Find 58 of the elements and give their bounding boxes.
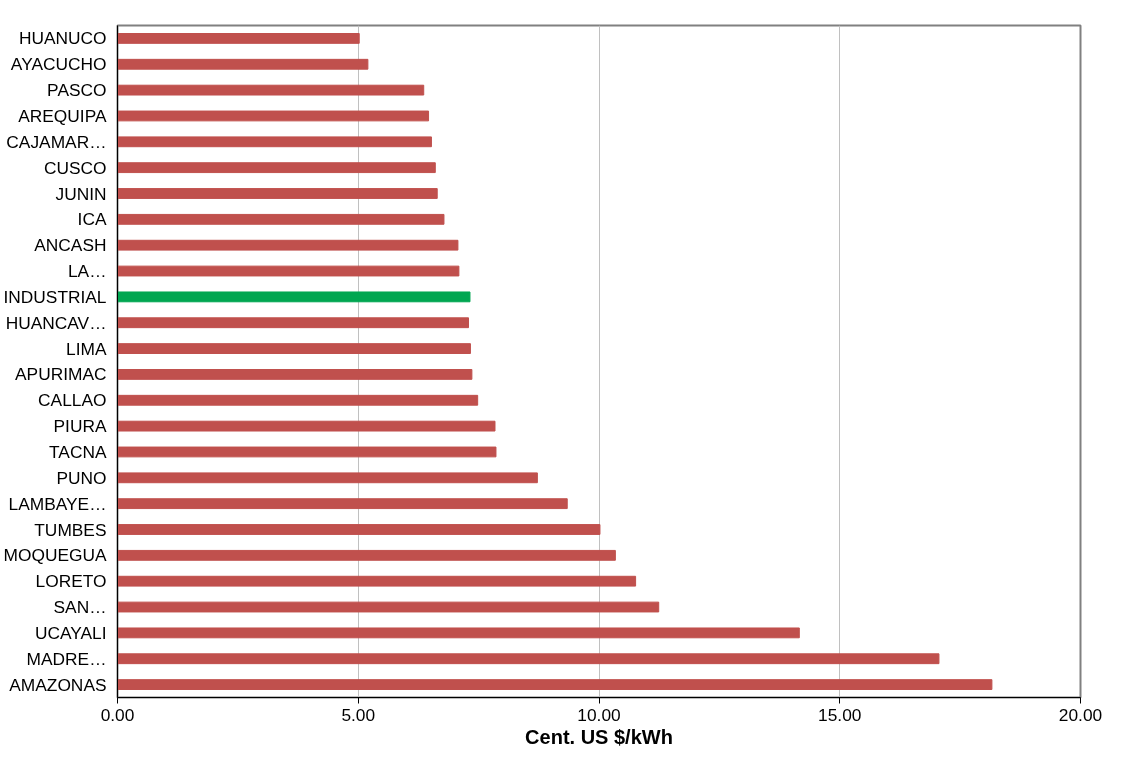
bar [117, 446, 497, 458]
y-tick-label: AMAZONAS [9, 674, 107, 695]
bar [117, 524, 601, 535]
bar [117, 653, 940, 665]
bar [117, 136, 432, 148]
bar [117, 265, 460, 277]
y-tick-label: TACNA [49, 441, 107, 462]
y-tick-label: APURIMAC [15, 364, 107, 385]
bar [117, 601, 660, 613]
bar [117, 575, 637, 587]
bar [117, 627, 800, 639]
y-tick-label: PIURA [53, 416, 107, 437]
bar [117, 343, 471, 354]
bar [117, 498, 568, 510]
y-tick-label: AYACUCHO [10, 54, 107, 75]
y-tick-label: INDUSTRIAL [3, 286, 107, 307]
bar [117, 291, 471, 303]
bar [117, 239, 459, 251]
y-tick-label: PUNO [56, 467, 107, 488]
bar [117, 110, 430, 122]
x-tick-label: 15.00 [818, 704, 862, 725]
y-tick-label: PASCO [47, 80, 107, 101]
y-tick-label: TUMBES [34, 519, 107, 540]
bar [117, 84, 425, 96]
bar [117, 679, 993, 690]
y-tick-label: LA… [67, 261, 107, 282]
bar [117, 472, 538, 484]
y-tick-label: SAN… [53, 597, 107, 618]
y-tick-label: UCAYALI [34, 622, 107, 643]
y-tick-label: HUANUCO [18, 28, 107, 49]
x-tick-label: 0.00 [100, 704, 135, 725]
y-tick-label: MADRE… [26, 648, 107, 669]
y-tick-label: LAMBAYE… [8, 493, 107, 514]
x-tick-label: 5.00 [341, 704, 376, 725]
y-tick-label: JUNIN [55, 183, 107, 204]
y-tick-label: HUANCAV… [5, 312, 107, 333]
bar [117, 317, 470, 329]
bar [117, 420, 496, 432]
y-tick-label: CAJAMAR… [6, 131, 107, 152]
y-tick-label: AREQUIPA [18, 105, 107, 126]
bar [117, 162, 436, 174]
y-tick-label: LORETO [35, 571, 107, 592]
bar [117, 58, 369, 70]
bar [117, 549, 616, 561]
y-tick-label: CUSCO [43, 157, 107, 178]
bar [117, 213, 445, 225]
x-tick-label: 10.00 [577, 704, 621, 725]
y-tick-label: ICA [77, 209, 107, 230]
x-tick-label: 20.00 [1058, 704, 1103, 725]
y-tick-label: ANCASH [34, 235, 107, 256]
x-axis-title: Cent. US $/kWh [525, 725, 673, 748]
bar [117, 33, 360, 44]
y-tick-label: MOQUEGUA [3, 545, 107, 566]
y-tick-label: CALLAO [38, 390, 107, 411]
bar [117, 369, 473, 380]
bar [117, 188, 438, 199]
y-tick-label: LIMA [66, 338, 107, 359]
bar [117, 394, 479, 406]
